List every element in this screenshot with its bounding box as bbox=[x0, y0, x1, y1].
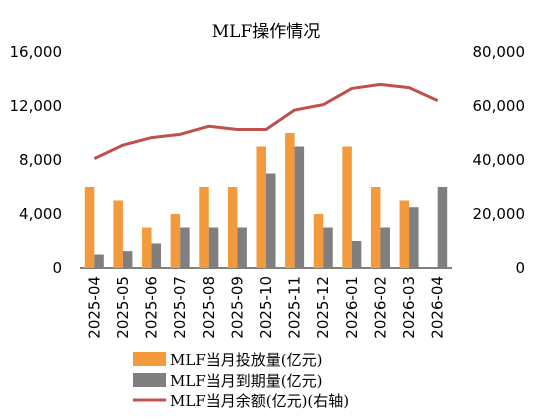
legend: MLF当月投放量(亿元) MLF当月到期量(亿元) MLF当月余额(亿元)(右轴) bbox=[133, 351, 349, 410]
bar-issuance bbox=[256, 146, 266, 268]
x-tick-label: 2025-05 bbox=[114, 276, 132, 339]
bar-issuance bbox=[170, 214, 181, 268]
left-axis-ticks: 0 4,000 8,000 12,000 16,000 bbox=[10, 43, 63, 277]
balance-line bbox=[93, 82, 439, 161]
bar-issuance bbox=[313, 214, 324, 268]
bar-maturity bbox=[122, 251, 133, 269]
bar-maturity bbox=[380, 227, 390, 268]
x-tick-label: 2025-06 bbox=[143, 276, 161, 339]
left-tick-label: 4,000 bbox=[19, 205, 62, 223]
left-tick-label: 0 bbox=[52, 259, 62, 277]
bar-maturity bbox=[409, 207, 419, 268]
legend-label: MLF当月余额(亿元)(右轴) bbox=[170, 392, 349, 410]
x-axis-labels: 2025-04 2025-05 2025-06 2025-07 2025-08 2025-… bbox=[85, 276, 446, 339]
bar-issuance bbox=[285, 133, 295, 268]
x-tick-label: 2026-03 bbox=[400, 276, 418, 339]
bar-issuance bbox=[370, 187, 381, 268]
bar-issuance bbox=[399, 200, 410, 268]
bar-maturity bbox=[208, 227, 219, 268]
bar-maturity bbox=[323, 227, 333, 268]
x-tick-label: 2026-04 bbox=[429, 276, 447, 339]
left-tick-label: 8,000 bbox=[19, 151, 62, 169]
bar-issuance bbox=[142, 227, 152, 268]
bar-maturity bbox=[266, 173, 276, 268]
x-tick-label: 2025-09 bbox=[228, 276, 246, 339]
left-tick-label: 12,000 bbox=[10, 97, 63, 115]
x-tick-label: 2025-07 bbox=[171, 276, 189, 339]
bar-maturity bbox=[237, 227, 247, 268]
right-tick-label: 20,000 bbox=[473, 205, 526, 223]
x-tick-label: 2025-08 bbox=[200, 276, 218, 339]
bar-maturity bbox=[294, 146, 305, 268]
right-tick-label: 80,000 bbox=[473, 43, 526, 61]
bar-issuance bbox=[227, 187, 238, 268]
bar-maturity bbox=[180, 227, 190, 268]
x-tick-label: 2026-02 bbox=[371, 276, 389, 339]
bar-maturity bbox=[437, 187, 448, 268]
bar-issuance bbox=[113, 200, 123, 268]
bar-issuance bbox=[199, 187, 209, 268]
bar-maturity bbox=[351, 241, 362, 268]
legend-swatch bbox=[133, 352, 166, 366]
x-tick-label: 2025-04 bbox=[85, 276, 103, 339]
left-tick-label: 16,000 bbox=[10, 43, 63, 61]
right-tick-label: 60,000 bbox=[473, 97, 526, 115]
line-series bbox=[93, 82, 439, 161]
chart-title: MLF操作情况 bbox=[212, 22, 321, 42]
bar-issuance bbox=[84, 187, 95, 268]
x-tick-label: 2025-10 bbox=[257, 276, 275, 339]
right-tick-label: 0 bbox=[515, 259, 525, 277]
legend-label: MLF当月投放量(亿元) bbox=[170, 351, 322, 369]
legend-swatch bbox=[133, 373, 166, 387]
bar-series bbox=[84, 133, 448, 269]
bar-maturity bbox=[151, 243, 162, 268]
x-tick-label: 2025-12 bbox=[314, 276, 332, 339]
right-tick-label: 40,000 bbox=[473, 151, 526, 169]
bar-issuance bbox=[342, 146, 352, 268]
x-tick-label: 2026-01 bbox=[343, 276, 361, 339]
x-tick-label: 2025-11 bbox=[286, 276, 304, 339]
bar-maturity bbox=[94, 254, 104, 268]
right-axis-ticks: 0 20,000 40,000 60,000 80,000 bbox=[473, 43, 526, 277]
legend-label: MLF当月到期量(亿元) bbox=[170, 372, 322, 390]
